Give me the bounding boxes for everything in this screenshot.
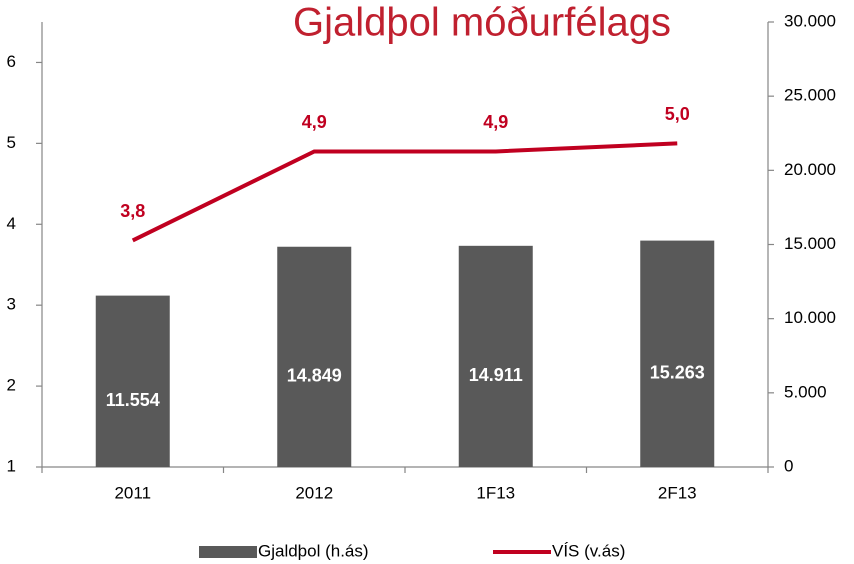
legend-label: Gjaldþol (h.ás) <box>258 541 369 560</box>
y-tick-label: 3 <box>7 295 16 314</box>
bar <box>458 245 533 467</box>
line-value-label: 3,8 <box>120 201 145 221</box>
y-tick-label: 1 <box>7 456 16 475</box>
y2-tick-label: 10.000 <box>784 308 836 327</box>
x-tick-label: 1F13 <box>476 483 515 502</box>
line <box>131 141 678 243</box>
x-tick-label: 2F13 <box>658 483 697 502</box>
chart-title: Gjaldþol móðurfélags <box>293 1 671 45</box>
x-tick-label: 2012 <box>295 483 333 502</box>
y2-tick-label: 15.000 <box>784 234 836 253</box>
line-value-label: 4,9 <box>302 112 327 132</box>
y2-tick-label: 20.000 <box>784 160 836 179</box>
bar <box>95 295 170 467</box>
bar-value-label: 14.849 <box>287 366 342 386</box>
legend-swatch <box>199 546 257 558</box>
y-tick-label: 5 <box>7 133 16 152</box>
bar <box>640 240 715 467</box>
y2-tick-label: 5.000 <box>784 382 827 401</box>
x-tick-label: 2011 <box>114 483 151 502</box>
bar-value-label: 15.263 <box>650 363 705 383</box>
y-tick-label: 4 <box>7 214 16 233</box>
line-value-label: 4,9 <box>483 112 508 132</box>
legend-label: VÍS (v.ás) <box>552 541 625 560</box>
y-tick-label: 2 <box>7 376 16 395</box>
bar-value-label: 11.554 <box>106 390 160 410</box>
y2-tick-label: 25.000 <box>784 86 836 105</box>
y-tick-label: 6 <box>7 52 16 71</box>
bar-value-label: 14.911 <box>469 365 523 385</box>
y2-tick-label: 0 <box>784 456 793 475</box>
bar <box>277 246 352 467</box>
line-value-label: 5,0 <box>665 104 690 124</box>
y2-tick-label: 30.000 <box>784 11 836 30</box>
